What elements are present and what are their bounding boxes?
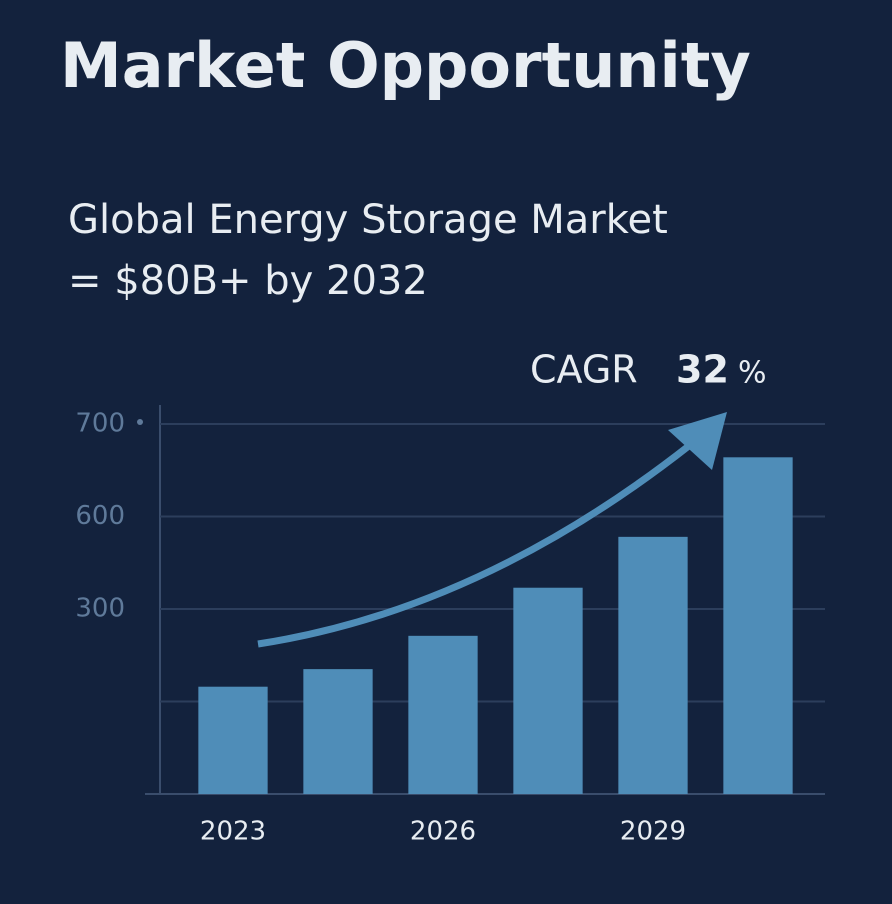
bar [198,686,268,794]
trend-arrow [257,442,693,648]
arrow-head [668,412,727,470]
plot: 300 600 700 2023 2026 2029 [75,409,825,847]
y-tick-label: 700 [75,409,125,439]
y-tick-label: 600 [75,501,125,531]
y-tick-label: 300 [75,594,125,624]
bar [513,587,583,794]
chart-title: Market Opportunity [60,29,751,102]
x-tick-label: 2026 [410,817,476,847]
x-tick-label: 2023 [200,817,266,847]
axis-dot [137,419,143,425]
x-tick-label: 2029 [620,817,686,847]
subtitle: = $80B+ by 2032 [68,258,428,304]
annotation-value: 32 [676,348,729,392]
bar [618,536,688,794]
annotation-label: CAGR [530,348,638,392]
bar [723,457,793,794]
bar [408,635,478,794]
bar [303,669,373,794]
subtitle: Global Energy Storage Market [68,197,668,243]
annotation-unit: % [738,356,767,391]
